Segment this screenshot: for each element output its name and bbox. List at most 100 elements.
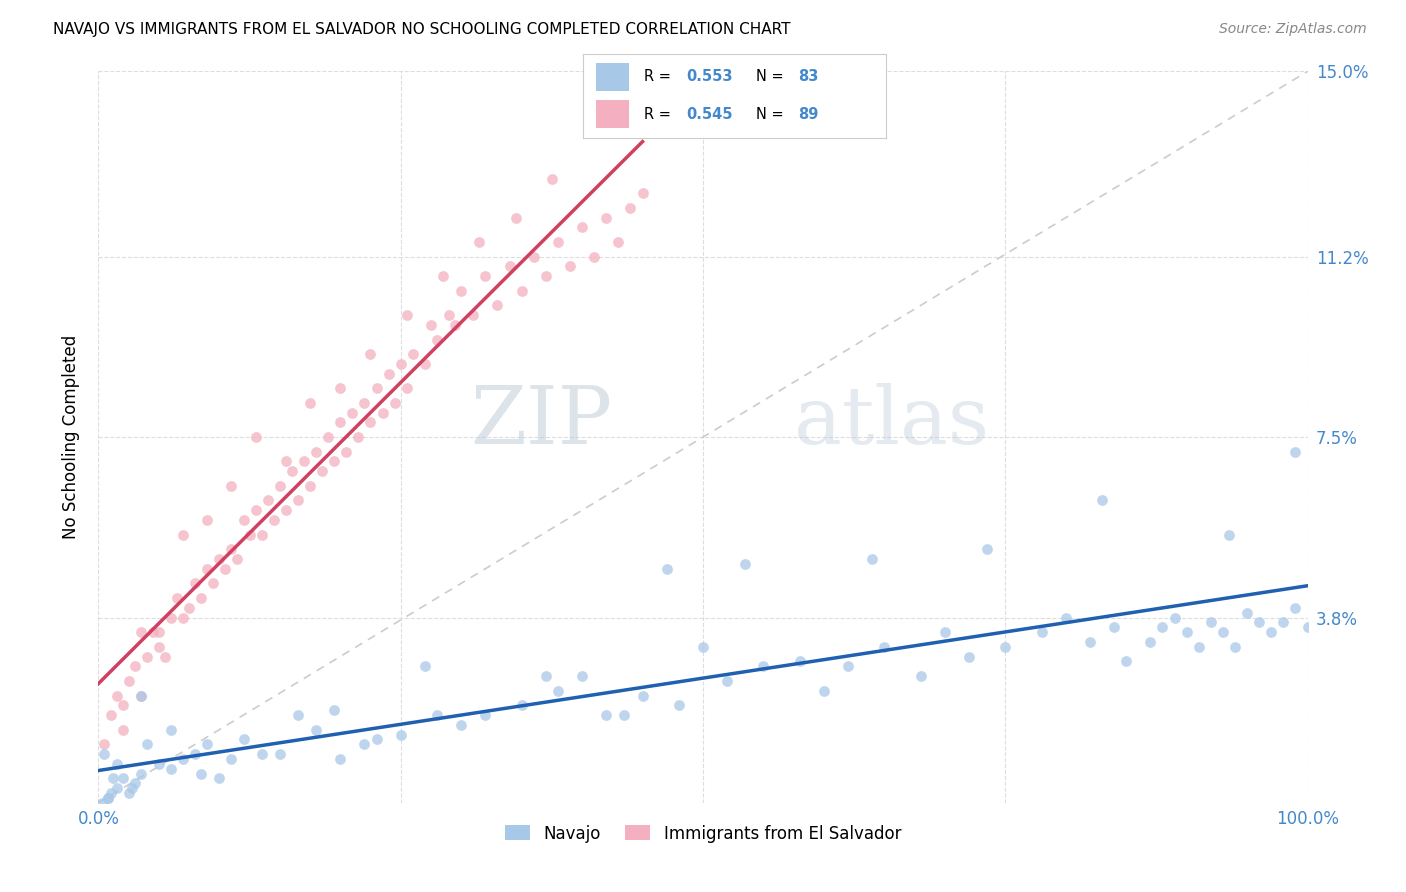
- Point: [135, 649, 157, 664]
- Point: [413, 659, 436, 673]
- Point: [486, 298, 509, 312]
- Text: NAVAJO VS IMMIGRANTS FROM EL SALVADOR NO SCHOOLING COMPLETED CORRELATION CHART: NAVAJO VS IMMIGRANTS FROM EL SALVADOR NO…: [53, 22, 792, 37]
- Point: [734, 557, 756, 571]
- Point: [105, 689, 128, 703]
- Point: [105, 781, 128, 796]
- Point: [1091, 493, 1114, 508]
- Point: [371, 406, 394, 420]
- Point: [245, 430, 267, 444]
- Point: [1163, 610, 1185, 624]
- Point: [860, 552, 883, 566]
- Text: atlas: atlas: [793, 384, 988, 461]
- Point: [631, 689, 654, 703]
- Point: [1188, 640, 1211, 654]
- Point: [583, 250, 606, 264]
- Point: [232, 732, 254, 747]
- Point: [1218, 527, 1240, 541]
- Point: [631, 186, 654, 201]
- Point: [426, 333, 449, 347]
- Point: [1139, 635, 1161, 649]
- Point: [1249, 615, 1271, 630]
- Point: [148, 756, 170, 771]
- Point: [1236, 606, 1258, 620]
- Point: [250, 747, 273, 761]
- Text: 0.553: 0.553: [686, 70, 733, 85]
- Point: [190, 766, 212, 780]
- Point: [184, 747, 207, 761]
- Point: [1078, 635, 1101, 649]
- Point: [129, 766, 152, 780]
- Point: [172, 610, 194, 624]
- Text: 0.545: 0.545: [686, 107, 733, 121]
- Point: [299, 396, 322, 410]
- Point: [571, 669, 593, 683]
- Point: [221, 479, 243, 493]
- Point: [789, 654, 811, 668]
- Point: [269, 479, 291, 493]
- Point: [873, 640, 896, 654]
- Point: [1284, 444, 1306, 458]
- Point: [395, 308, 418, 322]
- Point: [389, 357, 412, 371]
- Point: [389, 727, 412, 741]
- Point: [558, 260, 581, 274]
- Point: [329, 416, 352, 430]
- Point: [402, 347, 425, 361]
- Point: [613, 708, 636, 723]
- Point: [208, 552, 231, 566]
- Point: [239, 527, 262, 541]
- Point: [214, 562, 236, 576]
- Point: [129, 689, 152, 703]
- Point: [292, 454, 315, 468]
- Point: [179, 600, 201, 615]
- Point: [274, 503, 297, 517]
- Point: [172, 752, 194, 766]
- Point: [97, 791, 120, 805]
- FancyBboxPatch shape: [596, 62, 628, 91]
- Point: [366, 381, 388, 395]
- Point: [195, 513, 218, 527]
- Point: [377, 367, 399, 381]
- Point: [129, 625, 152, 640]
- Point: [166, 591, 188, 605]
- Point: [534, 269, 557, 284]
- Point: [505, 211, 527, 225]
- Point: [221, 542, 243, 557]
- Point: [195, 737, 218, 751]
- Point: [245, 503, 267, 517]
- Point: [148, 640, 170, 654]
- Point: [1260, 625, 1282, 640]
- Point: [287, 708, 309, 723]
- Point: [450, 718, 472, 732]
- Point: [619, 201, 641, 215]
- Point: [93, 737, 115, 751]
- Point: [97, 791, 120, 805]
- Point: [468, 235, 491, 249]
- Point: [329, 752, 352, 766]
- Point: [100, 786, 122, 800]
- Point: [221, 752, 243, 766]
- Y-axis label: No Schooling Completed: No Schooling Completed: [62, 335, 80, 539]
- Point: [172, 527, 194, 541]
- Point: [1223, 640, 1246, 654]
- Point: [129, 689, 152, 703]
- Point: [250, 527, 273, 541]
- Point: [360, 347, 382, 361]
- Point: [274, 454, 297, 468]
- Point: [208, 772, 231, 786]
- Point: [994, 640, 1017, 654]
- Point: [153, 649, 176, 664]
- Point: [595, 211, 617, 225]
- Point: [323, 703, 346, 717]
- Point: [305, 723, 328, 737]
- Point: [263, 513, 285, 527]
- Point: [450, 284, 472, 298]
- Point: [118, 673, 141, 688]
- Point: [910, 669, 932, 683]
- Point: [655, 562, 678, 576]
- Text: 89: 89: [799, 107, 818, 121]
- Point: [547, 683, 569, 698]
- Point: [124, 659, 146, 673]
- Point: [957, 649, 980, 664]
- Text: 83: 83: [799, 70, 818, 85]
